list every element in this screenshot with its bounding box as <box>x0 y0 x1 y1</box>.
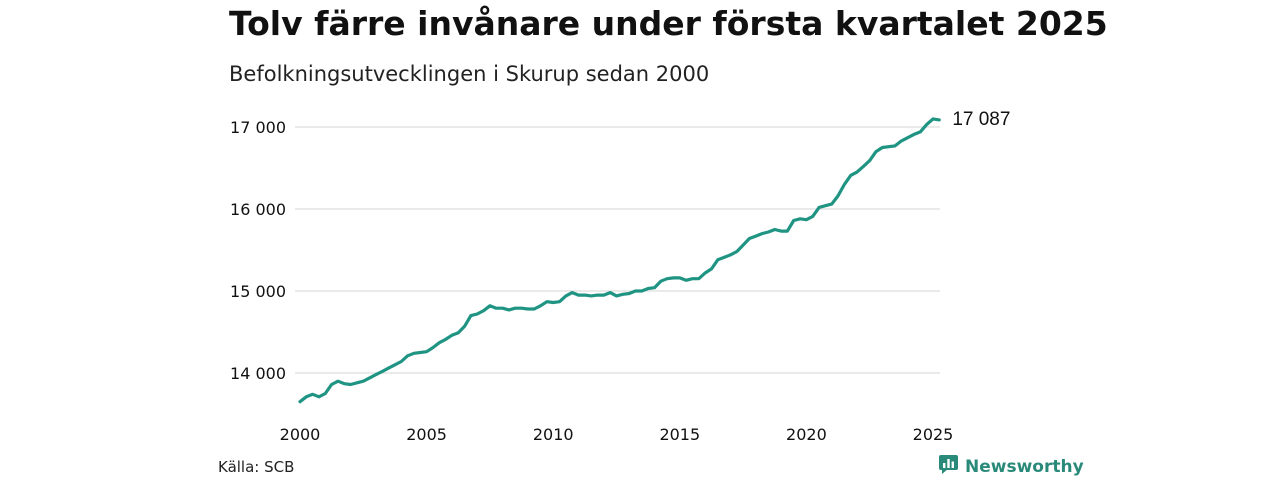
population-line <box>298 117 941 404</box>
x-tick-label: 2020 <box>786 425 827 444</box>
x-tick-label: 2010 <box>533 425 574 444</box>
y-tick-label: 14 000 <box>230 364 286 383</box>
y-tick-label: 16 000 <box>230 200 286 219</box>
chart-title: Tolv färre invånare under första kvartal… <box>229 4 1108 43</box>
brand-name: Newsworthy <box>965 456 1084 477</box>
brand[interactable]: Newsworthy <box>938 454 1084 479</box>
series-layer <box>298 117 941 404</box>
chart-subtitle: Befolkningsutvecklingen i Skurup sedan 2… <box>229 62 710 86</box>
y-tick-label: 17 000 <box>230 118 286 137</box>
x-tick-label: 2025 <box>913 425 954 444</box>
bar-chart-chat-icon <box>938 454 959 479</box>
x-tick-label: 2015 <box>659 425 700 444</box>
y-gridlines <box>295 126 940 374</box>
source-note: Källa: SCB <box>218 458 295 476</box>
y-axis-tick-labels: 14 000 15 000 16 000 17 000 <box>230 118 286 383</box>
y-tick-label: 15 000 <box>230 282 286 301</box>
x-tick-label: 2005 <box>406 425 447 444</box>
x-axis-tick-labels: 2000 2005 2010 2015 2020 2025 <box>280 425 954 444</box>
x-tick-label: 2000 <box>280 425 321 444</box>
last-value-label: 17 087 <box>952 109 1010 130</box>
